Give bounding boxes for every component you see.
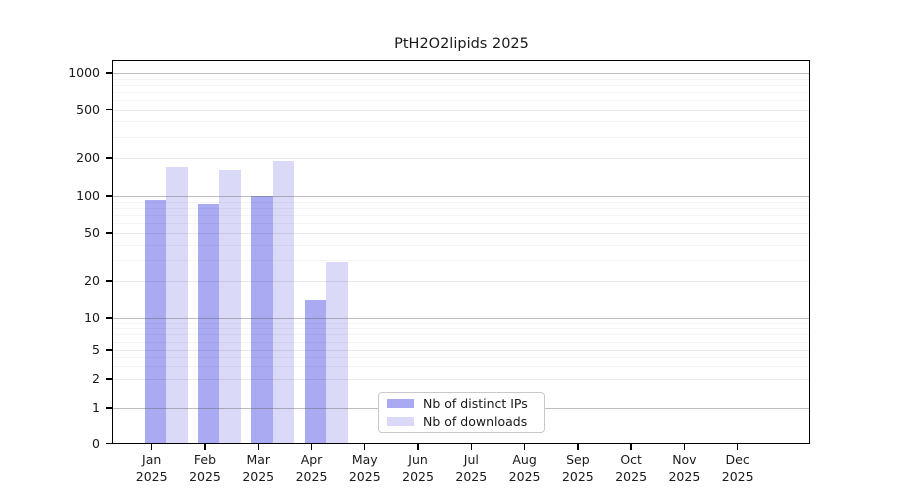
y-tick-label-5: 5 <box>92 342 100 357</box>
y-tick-label-1: 1 <box>92 400 100 415</box>
bar-mar-distinct-ips <box>251 196 273 444</box>
gridline-700 <box>113 91 810 93</box>
x-tick-label-jun: Jun 2025 <box>402 452 434 484</box>
y-tick-mark <box>106 378 112 380</box>
gridline-200 <box>113 158 810 159</box>
x-tick-label-feb: Feb 2025 <box>189 452 221 484</box>
y-tick-mark <box>106 349 112 351</box>
plot-area <box>113 61 810 444</box>
legend-label: Nb of downloads <box>423 414 528 429</box>
x-tick-mark <box>151 444 153 450</box>
bar-feb-downloads <box>219 170 241 444</box>
x-tick-label-mar: Mar 2025 <box>242 452 275 484</box>
downloads-swatch <box>387 417 414 426</box>
y-tick-label-50: 50 <box>84 225 100 240</box>
bar-feb-distinct-ips <box>197 204 220 444</box>
y-tick-mark <box>106 407 112 409</box>
bar-mar-downloads <box>272 160 295 444</box>
x-tick-label-jan: Jan 2025 <box>135 452 168 484</box>
y-tick-label-0: 0 <box>92 435 100 451</box>
x-tick-mark <box>204 444 206 450</box>
x-tick-label-may: May 2025 <box>348 452 381 484</box>
y-tick-mark <box>106 108 112 111</box>
legend-item-downloads: Nb of downloads <box>387 414 544 429</box>
gridline-100 <box>113 196 810 197</box>
x-tick-label-apr: Apr 2025 <box>295 452 328 484</box>
gridline-800 <box>113 84 810 86</box>
distinct-ips-swatch <box>387 399 414 408</box>
gridline-90 <box>113 201 810 203</box>
y-tick-label-10: 10 <box>84 310 100 325</box>
x-tick-mark <box>470 444 472 450</box>
x-tick-mark <box>257 444 259 450</box>
y-tick-label-20: 20 <box>84 273 100 288</box>
gridline-600 <box>113 99 810 101</box>
gridline-500 <box>113 109 810 111</box>
gridline-300 <box>113 136 810 138</box>
chart-title: PtH2O2lipids 2025 <box>394 36 529 52</box>
x-tick-mark <box>683 444 686 450</box>
x-tick-mark <box>310 444 313 450</box>
x-tick-label-oct: Oct 2025 <box>615 452 648 484</box>
y-tick-label-1000: 1000 <box>68 65 100 80</box>
y-tick-label-2: 2 <box>92 371 100 386</box>
x-tick-mark <box>630 444 632 450</box>
legend: Nb of distinct IPs Nb of downloads <box>378 392 545 433</box>
gridline-400 <box>113 121 810 123</box>
bar-apr-downloads <box>326 261 348 444</box>
y-tick-mark <box>106 72 112 74</box>
x-tick-label-sep: Sep 2025 <box>561 452 594 484</box>
gridline-1000 <box>113 73 810 74</box>
y-tick-mark <box>106 232 112 234</box>
y-tick-mark <box>106 442 112 445</box>
x-tick-label-jul: Jul 2025 <box>455 452 488 484</box>
x-tick-label-aug: Aug 2025 <box>508 452 541 484</box>
y-tick-label-200: 200 <box>76 150 100 165</box>
gridline-900 <box>113 78 810 80</box>
y-tick-label-100: 100 <box>76 188 100 203</box>
y-tick-mark <box>106 280 112 282</box>
bar-jan-downloads <box>166 166 188 444</box>
x-tick-label-dec: Dec 2025 <box>721 452 754 484</box>
bar-apr-distinct-ips <box>304 300 326 444</box>
x-tick-mark <box>736 444 739 450</box>
y-tick-label-500: 500 <box>76 101 100 117</box>
legend-label: Nb of distinct IPs <box>423 396 528 411</box>
x-tick-mark <box>577 444 579 450</box>
y-tick-mark <box>106 195 112 197</box>
y-tick-mark <box>106 317 112 319</box>
bar-jan-distinct-ips <box>144 200 167 444</box>
y-tick-mark <box>106 157 112 159</box>
legend-item-distinct-ips: Nb of distinct IPs <box>387 396 544 411</box>
x-tick-mark <box>417 444 419 450</box>
x-tick-label-nov: Nov 2025 <box>668 452 701 484</box>
x-tick-mark <box>523 444 526 450</box>
x-tick-mark <box>364 444 366 450</box>
